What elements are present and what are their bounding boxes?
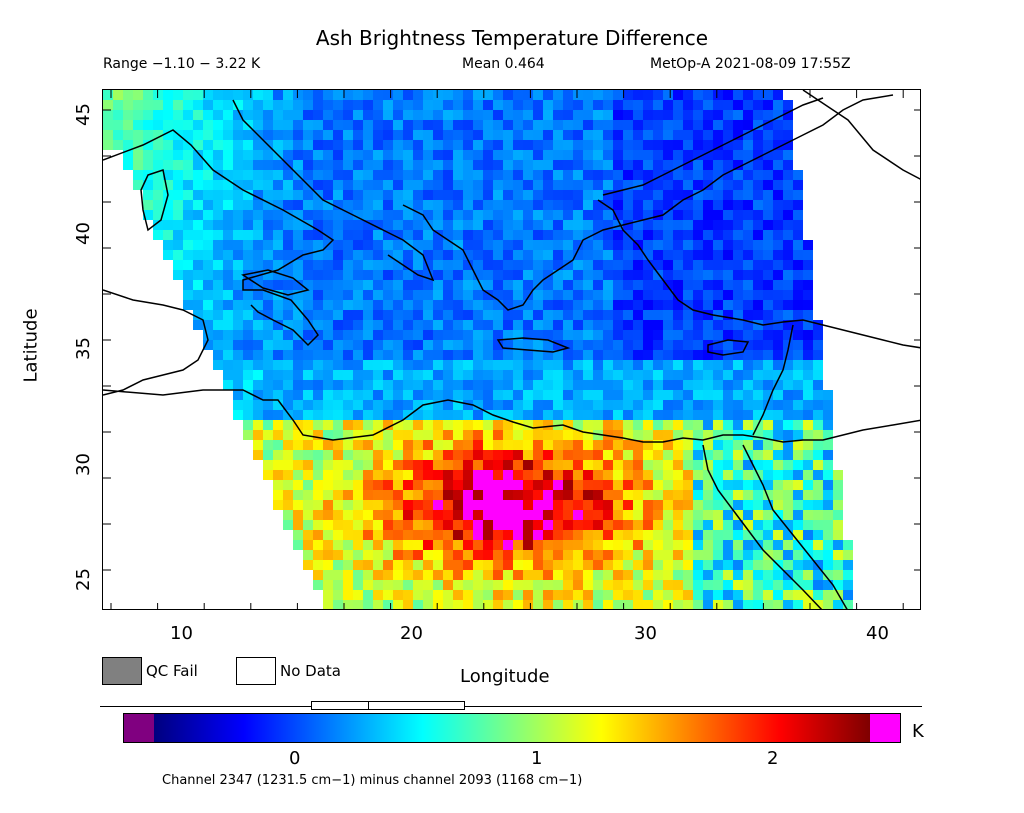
- colorbar: [123, 713, 901, 743]
- coastline: [742, 444, 848, 609]
- x-tick-label: 30: [634, 623, 657, 644]
- colorbar-unit: K: [912, 721, 924, 742]
- coastline: [597, 199, 920, 349]
- coastline: [707, 339, 750, 356]
- data-swath: [103, 90, 853, 609]
- colorbar-tick-label: 1: [531, 748, 543, 769]
- coastline: [241, 269, 310, 296]
- map-canvas: [103, 90, 920, 609]
- y-tick-label: 40: [72, 222, 94, 245]
- y-tick-label: 30: [72, 453, 94, 476]
- coastlines: [103, 90, 920, 609]
- no-data-swatch: [236, 657, 276, 685]
- x-tick-label: 40: [866, 623, 889, 644]
- coastline: [802, 90, 920, 180]
- qc-fail-label: QC Fail: [146, 662, 198, 680]
- x-tick-label: 10: [170, 623, 193, 644]
- x-axis-label: Longitude: [460, 666, 550, 687]
- x-tick-label: 20: [400, 623, 423, 644]
- y-tick-label: 45: [72, 103, 94, 126]
- channel-caption: Channel 2347 (1231.5 cm−1) minus channel…: [162, 773, 583, 788]
- coastline: [103, 289, 209, 396]
- coastline: [496, 337, 571, 353]
- colorbar-divider: [100, 706, 922, 707]
- coastline: [140, 169, 169, 232]
- colorbar-tick-label: 0: [289, 748, 301, 769]
- mean-text: Mean 0.464: [462, 56, 545, 72]
- coastline: [232, 99, 435, 282]
- coastline: [103, 389, 920, 443]
- coastline: [602, 97, 824, 196]
- mean-range-bracket: [311, 701, 465, 710]
- colorbar-over-swatch: [870, 714, 900, 742]
- colorbar-tick-label: 2: [767, 748, 779, 769]
- mean-marker: [368, 701, 369, 710]
- colorbar-under-swatch: [124, 714, 154, 742]
- map-panel[interactable]: [102, 89, 921, 610]
- qc-fail-swatch: [102, 657, 142, 685]
- range-text: Range −1.10 − 3.22 K: [103, 56, 261, 72]
- no-data-label: No Data: [280, 662, 341, 680]
- y-tick-label: 25: [72, 568, 94, 591]
- coastline: [702, 444, 823, 609]
- y-tick-label: 35: [72, 337, 94, 360]
- coastline: [103, 129, 335, 347]
- coastline: [402, 94, 894, 311]
- map-title: Ash Brightness Temperature Difference: [315, 26, 709, 50]
- satellite-time-text: MetOp-A 2021-08-09 17:55Z: [650, 56, 851, 72]
- coastline: [752, 324, 794, 436]
- y-axis-label: Latitude: [20, 308, 42, 383]
